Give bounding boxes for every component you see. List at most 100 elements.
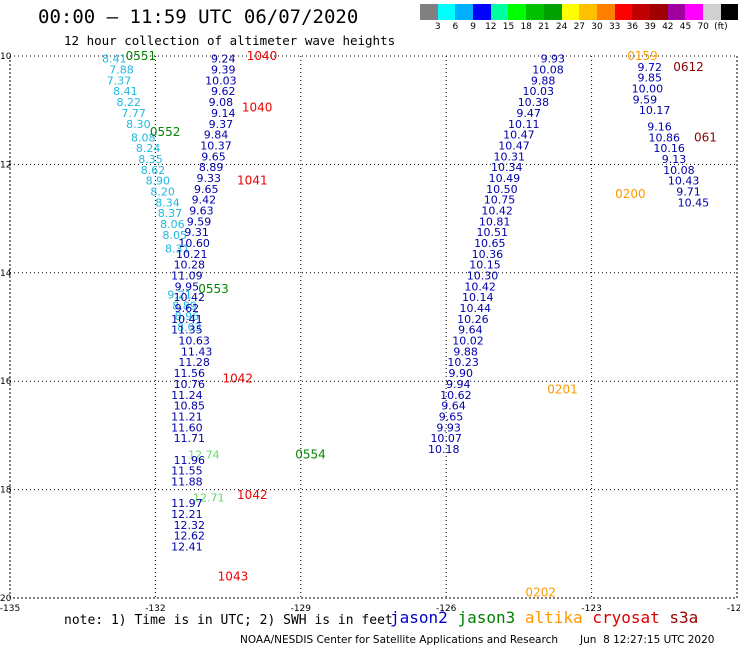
colorbar-swatch xyxy=(473,4,491,20)
data-label: 10.03 xyxy=(205,74,237,87)
data-label: 9.88 xyxy=(453,345,478,358)
data-label: 10.47 xyxy=(498,139,530,152)
data-label: 10.85 xyxy=(174,400,206,413)
data-label: 10.44 xyxy=(460,302,492,315)
data-label: 10.14 xyxy=(462,291,494,304)
data-label: 10.28 xyxy=(174,259,206,272)
data-label: 8.41 xyxy=(102,53,127,66)
colorbar-swatch xyxy=(703,4,721,20)
colorbar-swatch xyxy=(437,4,456,20)
data-label: 8.20 xyxy=(150,186,175,199)
data-label: 0159 xyxy=(627,49,658,63)
colorbar-label: 18 xyxy=(520,22,532,32)
data-label: 8.34 xyxy=(155,196,180,209)
data-label: 8.89 xyxy=(172,299,197,312)
colorbar-swatch xyxy=(490,4,509,20)
data-label: 10.42 xyxy=(174,291,206,304)
data-label: 8.08 xyxy=(131,131,156,144)
data-label: 7.77 xyxy=(121,107,146,120)
data-label: 9.21 xyxy=(167,288,192,301)
data-label: 12.71 xyxy=(193,492,225,505)
data-label: 8.37 xyxy=(158,207,183,220)
colorbar-label: 6 xyxy=(452,22,459,32)
data-label: 9.94 xyxy=(446,378,471,391)
data-label: 8.24 xyxy=(136,142,161,155)
data-label: 9.14 xyxy=(211,107,236,120)
data-label: 10.49 xyxy=(489,172,521,185)
data-label: 12.21 xyxy=(171,508,203,521)
data-label: 10.47 xyxy=(503,129,535,142)
data-label: 8.31 xyxy=(165,242,190,255)
plot-frame xyxy=(9,55,738,599)
data-label: 11.60 xyxy=(171,421,203,434)
data-label: 10.03 xyxy=(523,85,555,98)
colorbar-swatch xyxy=(632,4,650,20)
data-label: 9.64 xyxy=(441,400,466,413)
data-label: 10.18 xyxy=(428,443,460,456)
data-label: 12.32 xyxy=(174,519,206,532)
data-label: 9.65 xyxy=(201,150,226,163)
page-subtitle: 12 hour collection of altimeter wave hei… xyxy=(64,33,396,48)
data-label: 10.36 xyxy=(472,248,504,261)
colorbar-swatch xyxy=(561,4,580,20)
satellite-altika: altika xyxy=(524,608,593,627)
data-label: 1042 xyxy=(237,488,268,502)
data-label: 10.75 xyxy=(484,194,516,207)
data-label: 0201 xyxy=(547,382,578,396)
data-label: 10.42 xyxy=(481,204,513,217)
data-label: 9.13 xyxy=(662,153,687,166)
colorbar xyxy=(420,4,739,20)
data-label: 10.62 xyxy=(440,389,472,402)
x-tick-label: -135 xyxy=(0,604,20,614)
data-label: 9.84 xyxy=(204,129,229,142)
colorbar-swatch xyxy=(420,4,438,20)
colorbar-label: 36 xyxy=(626,22,639,32)
colorbar-swatch xyxy=(596,4,615,20)
colorbar-label: 42 xyxy=(662,22,674,32)
data-label: 9.33 xyxy=(196,172,221,185)
satellite-s3a: s3a xyxy=(669,608,699,627)
data-label: 10.15 xyxy=(469,259,501,272)
data-label: 10.45 xyxy=(678,196,710,209)
data-label: 1041 xyxy=(237,174,268,188)
colorbar-swatch xyxy=(685,4,703,20)
colorbar-swatch xyxy=(579,4,597,20)
data-label: 9.64 xyxy=(458,324,483,337)
y-tick-label: 18 xyxy=(0,486,12,496)
colorbar-label: 3 xyxy=(434,22,441,32)
data-label: 9.85 xyxy=(638,72,663,85)
data-label: 10.86 xyxy=(649,131,681,144)
data-label: 11.55 xyxy=(171,465,203,478)
data-label: 12.62 xyxy=(174,530,206,543)
data-label: 11.56 xyxy=(174,367,206,380)
data-label: 11.96 xyxy=(174,454,206,467)
data-label: 10.37 xyxy=(200,139,232,152)
data-label: 1040 xyxy=(242,100,273,114)
data-label: 10.41 xyxy=(171,313,203,326)
data-label: 9.47 xyxy=(516,107,541,120)
data-label: 061 xyxy=(694,130,717,144)
data-label: 9.72 xyxy=(638,61,663,74)
y-tick-label: 14 xyxy=(0,269,12,279)
data-label: 9.90 xyxy=(448,367,473,380)
data-label: 1043 xyxy=(218,569,249,583)
data-label: 0612 xyxy=(673,60,704,74)
data-label: 10.26 xyxy=(457,313,489,326)
colorbar-swatch xyxy=(543,4,562,20)
data-label: 11.21 xyxy=(171,410,203,423)
data-label: 9.71 xyxy=(676,186,701,199)
data-label: 10.08 xyxy=(532,64,564,77)
data-label: 9.93 xyxy=(436,421,461,434)
data-label: 10.07 xyxy=(430,432,462,445)
data-label: 10.43 xyxy=(668,175,700,188)
footer-note: note: 1) Time is in UTC; 2) SWH is in fe… xyxy=(64,613,393,628)
colorbar-label: 15 xyxy=(502,22,515,32)
data-label: 9.08 xyxy=(209,96,234,109)
satellite-jason2: jason2 xyxy=(390,608,458,627)
data-label: 9.16 xyxy=(647,120,672,133)
data-label: 9.59 xyxy=(187,215,212,228)
data-label: 9.93 xyxy=(541,53,566,66)
footer-credit: NOAA/NESDIS Center for Satellite Applica… xyxy=(240,634,558,646)
data-label: 0553 xyxy=(198,282,229,296)
data-label: 9.31 xyxy=(184,226,209,239)
